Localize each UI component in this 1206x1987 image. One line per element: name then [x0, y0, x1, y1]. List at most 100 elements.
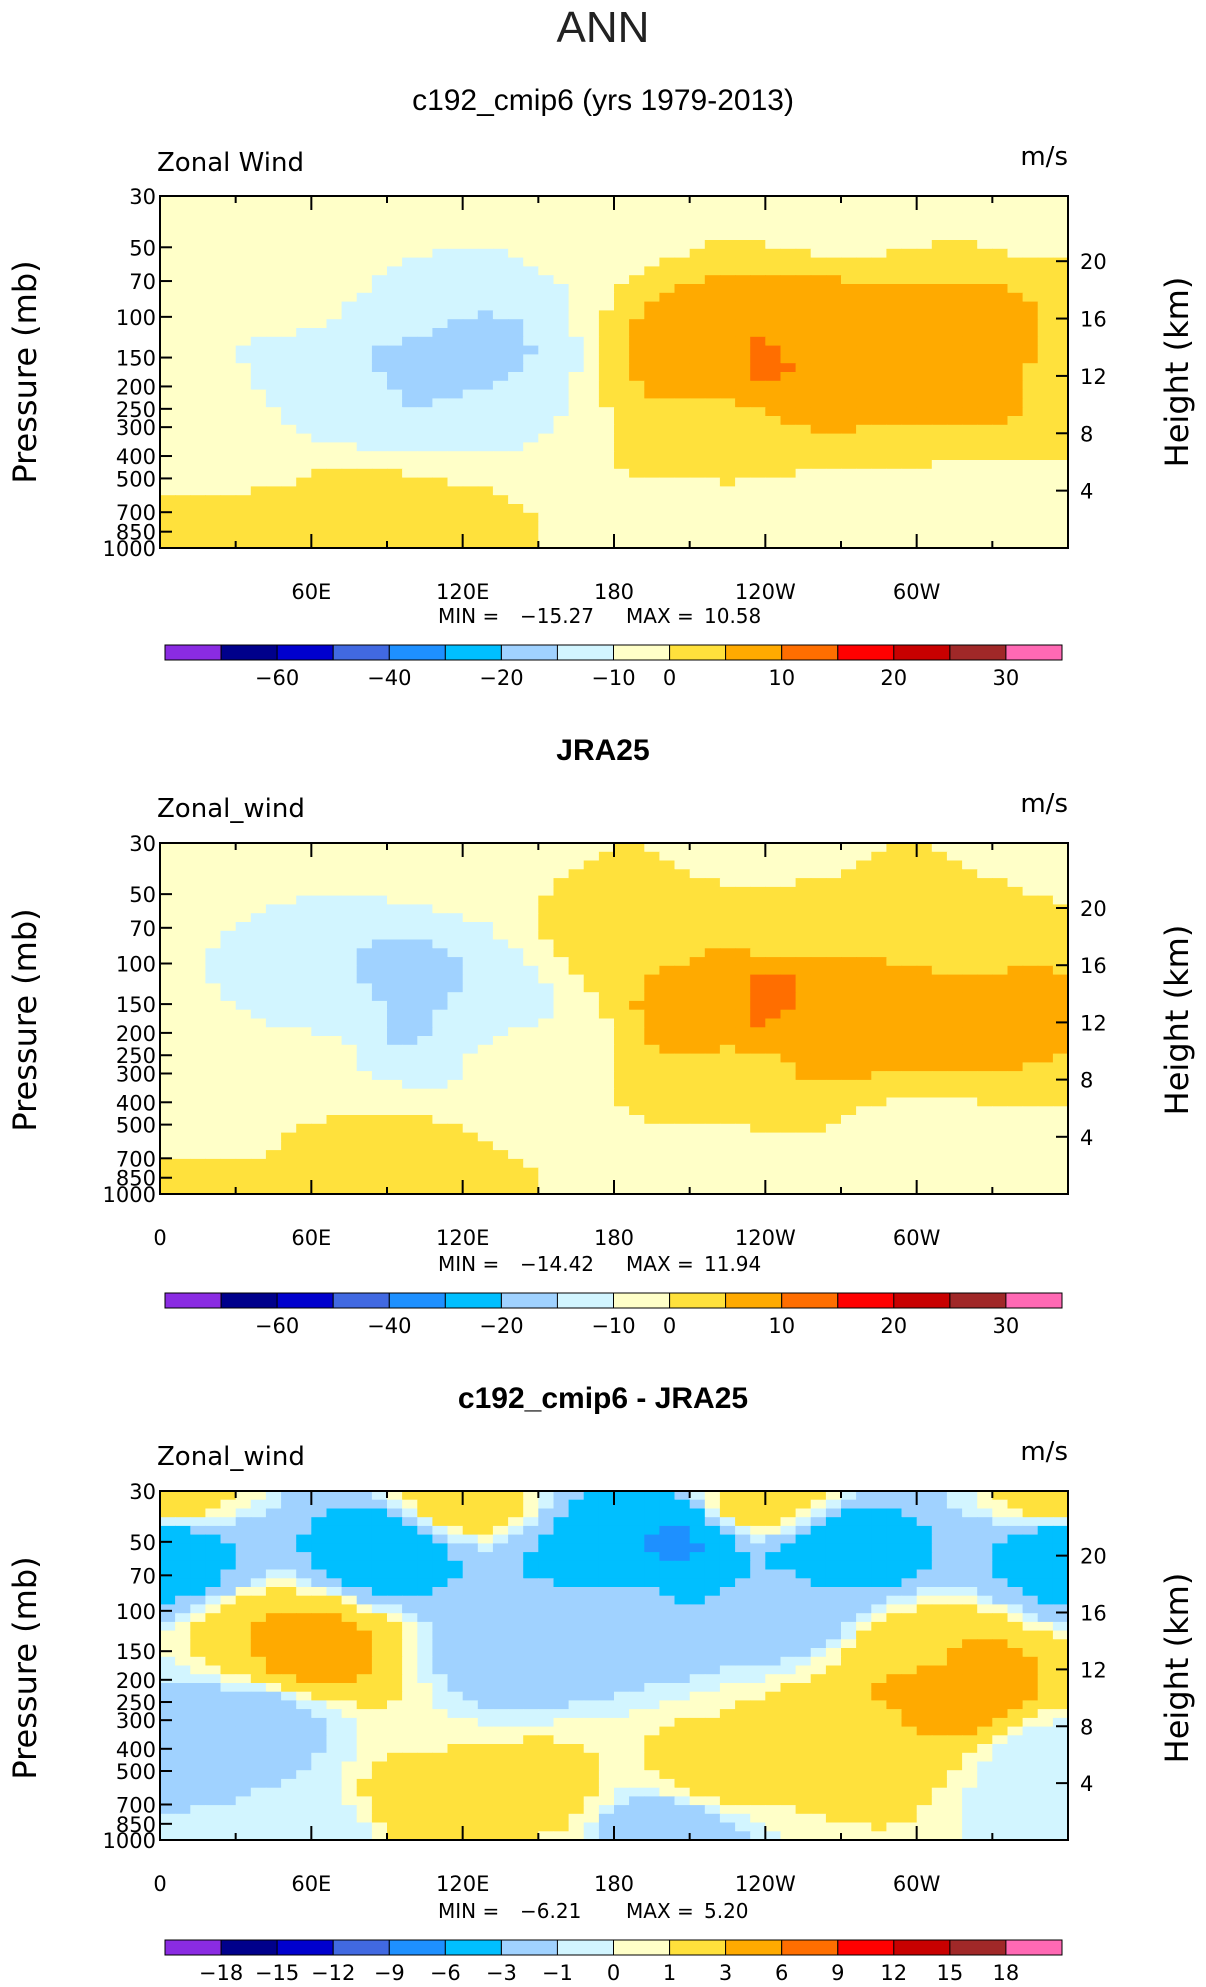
field-cell	[190, 354, 206, 364]
field-cell	[825, 530, 842, 540]
field-cell	[856, 1053, 872, 1063]
field-cell	[1022, 1141, 1039, 1151]
field-cell	[704, 992, 721, 1002]
field-cell	[946, 407, 963, 417]
field-cell	[341, 1062, 358, 1072]
field-cell	[1022, 196, 1039, 206]
field-cell	[356, 1150, 373, 1160]
field-cell	[977, 930, 993, 941]
field-cell	[356, 1185, 373, 1195]
field-cell	[477, 196, 494, 206]
field-cell	[1037, 1106, 1054, 1116]
field-cell	[735, 1141, 751, 1151]
field-cell	[311, 1123, 327, 1134]
field-cell	[659, 913, 676, 923]
field-cell	[1052, 1062, 1069, 1072]
field-cell	[190, 957, 206, 967]
field-cell	[1052, 363, 1069, 373]
field-cell	[795, 1106, 812, 1116]
field-cell	[190, 310, 206, 320]
field-cell	[583, 345, 600, 355]
field-cell	[614, 372, 630, 382]
field-cell	[387, 1123, 403, 1134]
field-cell	[326, 495, 343, 505]
field-cell	[931, 1036, 948, 1046]
field-cell	[765, 1079, 781, 1090]
field-cell	[371, 1071, 388, 1081]
field-cell	[462, 204, 479, 215]
field-cell	[856, 530, 872, 540]
field-cell	[1022, 948, 1039, 958]
field-cell	[417, 878, 433, 888]
field-cell	[629, 851, 645, 862]
field-cell	[462, 521, 479, 531]
field-cell	[780, 1000, 797, 1011]
field-cell	[432, 486, 449, 496]
field-cell	[220, 257, 237, 267]
field-cell	[765, 380, 781, 391]
field-cell	[886, 1079, 903, 1090]
field-cell	[598, 895, 615, 905]
field-cell	[371, 904, 388, 914]
field-cell	[553, 1167, 570, 1178]
field-cell	[689, 398, 706, 408]
field-cell	[1037, 974, 1054, 984]
field-cell	[432, 957, 449, 967]
field-cell	[629, 957, 645, 967]
field-cell	[235, 477, 252, 487]
field-cell	[477, 1150, 494, 1160]
field-cell	[644, 416, 660, 426]
field-cell	[538, 442, 554, 452]
field-cell	[659, 521, 676, 531]
field-cell	[235, 983, 252, 993]
field-cell	[825, 992, 842, 1002]
field-cell	[553, 957, 570, 967]
field-cell	[341, 407, 358, 417]
field-cell	[931, 1027, 948, 1037]
field-cell	[916, 240, 933, 250]
field-cell	[402, 878, 418, 888]
field-cell	[492, 895, 509, 905]
field-cell	[614, 240, 630, 250]
field-cell	[508, 965, 524, 976]
field-cell	[175, 939, 191, 949]
field-cell	[568, 416, 585, 426]
field-cell	[946, 965, 963, 976]
field-cell	[175, 248, 191, 259]
field-cell	[341, 939, 358, 949]
field-cell	[220, 851, 237, 862]
colorbar-swatch	[164, 644, 222, 661]
field-cell	[235, 922, 252, 932]
field-cell	[1007, 416, 1024, 426]
field-cell	[992, 284, 1008, 294]
field-cell	[341, 530, 358, 540]
field-cell	[704, 407, 721, 417]
field-cell	[311, 957, 327, 967]
field-cell	[1022, 886, 1039, 897]
field-cell	[1022, 1123, 1039, 1134]
field-cell	[523, 992, 539, 1002]
field-cell	[871, 468, 887, 479]
field-cell	[553, 851, 570, 862]
field-cell	[992, 486, 1008, 496]
field-cell	[341, 539, 358, 549]
field-cell	[326, 1053, 343, 1063]
field-cell	[508, 248, 524, 259]
field-cell	[402, 301, 418, 311]
field-cell	[326, 301, 343, 311]
field-cell	[553, 965, 570, 976]
field-cell	[931, 1132, 948, 1142]
field-cell	[629, 1158, 645, 1169]
field-cell	[508, 319, 524, 329]
field-cell	[735, 913, 751, 923]
field-cell	[508, 1097, 524, 1107]
field-cell	[387, 843, 403, 853]
field-cell	[311, 442, 327, 452]
field-cell	[735, 442, 751, 452]
field-cell	[250, 983, 267, 993]
field-cell	[281, 284, 297, 294]
field-cell	[568, 460, 585, 470]
field-cell	[387, 930, 403, 941]
field-cell	[523, 248, 539, 259]
field-cell	[568, 1000, 585, 1011]
